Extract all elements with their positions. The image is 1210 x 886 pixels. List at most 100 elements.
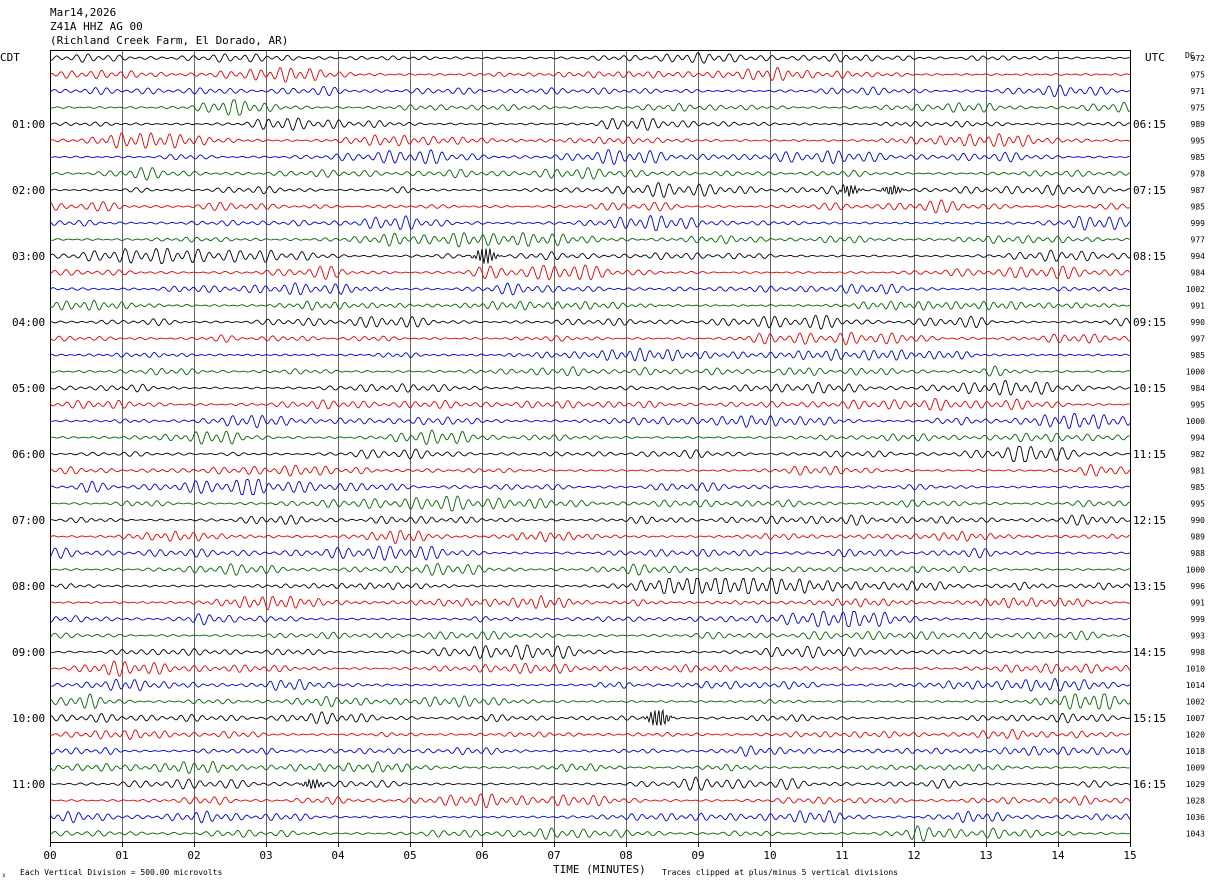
right-hour-labels: 06:15 07:15 08:15 09:15 10:15 11:15 12:15 13:15… xyxy=(1133,118,1166,791)
dc-value: 1000 xyxy=(1186,368,1205,377)
header-station: Z41A HHZ AG 00 xyxy=(50,20,143,33)
x-tick-label: 08 xyxy=(619,849,632,862)
seismic-trace-36 xyxy=(49,644,1131,661)
seismic-trace-22 xyxy=(49,413,1131,430)
left-hour-label: 04:00 xyxy=(12,316,45,329)
seismic-trace-16 xyxy=(49,314,1131,330)
dc-value: 1010 xyxy=(1186,665,1205,674)
dc-value: 990 xyxy=(1191,516,1206,525)
left-hour-label: 09:00 xyxy=(12,646,45,659)
seismic-trace-38 xyxy=(49,677,1131,692)
header-location: (Richland Creek Farm, El Dorado, AR) xyxy=(50,34,289,47)
dc-value: 975 xyxy=(1191,104,1206,113)
dc-value: 978 xyxy=(1191,170,1206,179)
x-tick-label: 00 xyxy=(43,849,56,862)
seismic-trace-17 xyxy=(49,331,1131,346)
dc-value: 1007 xyxy=(1186,714,1205,723)
x-axis: 00 01 02 03 04 05 06 07 08 09 10 11 12 13 14 15 xyxy=(43,842,1137,862)
dc-value: 987 xyxy=(1191,186,1206,195)
dc-value: 998 xyxy=(1191,648,1206,657)
right-hour-label: 11:15 xyxy=(1133,448,1166,461)
seismic-trace-32 xyxy=(49,577,1131,595)
dc-value: 1036 xyxy=(1186,813,1205,822)
x-tick-label: 07 xyxy=(547,849,560,862)
x-tick-label: 06 xyxy=(475,849,488,862)
right-hour-label: 14:15 xyxy=(1133,646,1166,659)
x-axis-title: TIME (MINUTES) xyxy=(553,863,646,876)
left-hour-label: 06:00 xyxy=(12,448,45,461)
seismic-trace-25 xyxy=(49,463,1131,477)
dc-values: 972 975 971 975 989 995 985 978 987 985 999 977 994 9… xyxy=(1186,54,1205,839)
dc-value: 1029 xyxy=(1186,780,1205,789)
seismic-trace-33 xyxy=(49,595,1131,611)
seismic-trace-5 xyxy=(49,132,1131,149)
seismic-trace-40 xyxy=(49,708,1131,726)
seismic-trace-14 xyxy=(49,282,1131,296)
plot-frame xyxy=(50,50,1131,843)
dc-value: 993 xyxy=(1191,632,1206,641)
seismic-trace-9 xyxy=(49,199,1131,214)
x-tick-label: 12 xyxy=(907,849,920,862)
seismic-trace-27 xyxy=(49,495,1131,512)
seismic-trace-13 xyxy=(49,264,1131,281)
left-timezone-label: CDT xyxy=(0,51,20,64)
x-tick-label: 14 xyxy=(1051,849,1065,862)
seismic-trace-1 xyxy=(49,66,1131,83)
seismic-trace-47 xyxy=(49,825,1131,842)
dc-value: 977 xyxy=(1191,236,1206,245)
seismic-trace-19 xyxy=(49,365,1131,377)
corner-mark: ☓ xyxy=(2,872,6,880)
dc-value: 996 xyxy=(1191,582,1206,591)
dc-value: 989 xyxy=(1191,533,1206,542)
dc-value: 971 xyxy=(1191,87,1206,96)
seismic-trace-10 xyxy=(49,215,1131,231)
left-hour-label: 10:00 xyxy=(12,712,45,725)
seismic-trace-28 xyxy=(49,514,1131,526)
dc-value: 995 xyxy=(1191,401,1206,410)
left-hour-label: 01:00 xyxy=(12,118,45,131)
dc-value: 995 xyxy=(1191,500,1206,509)
seismic-trace-30 xyxy=(49,545,1131,561)
left-hour-label: 03:00 xyxy=(12,250,45,263)
header-date: Mar14,2026 xyxy=(50,6,117,19)
left-hour-label: 11:00 xyxy=(12,778,45,791)
dc-value: 988 xyxy=(1191,549,1206,558)
dc-value: 975 xyxy=(1191,71,1206,80)
scale-note: Each Vertical Division = 500.00 microvol… xyxy=(20,868,222,877)
right-hour-label: 08:15 xyxy=(1133,250,1166,263)
x-tick-label: 10 xyxy=(763,849,776,862)
dc-value: 999 xyxy=(1191,219,1206,228)
x-tick-label: 02 xyxy=(187,849,200,862)
seismic-trace-43 xyxy=(49,760,1131,775)
dc-value: 994 xyxy=(1191,252,1206,261)
trace-group xyxy=(49,51,1131,842)
clip-note: Traces clipped at plus/minus 5 vertical … xyxy=(662,868,898,877)
right-hour-label: 16:15 xyxy=(1133,778,1166,791)
seismic-trace-23 xyxy=(49,429,1131,445)
seismic-trace-7 xyxy=(49,166,1131,181)
x-tick-label: 01 xyxy=(115,849,128,862)
right-hour-label: 10:15 xyxy=(1133,382,1166,395)
dc-value: 1020 xyxy=(1186,731,1205,740)
dc-value: 1028 xyxy=(1186,797,1205,806)
seismic-trace-34 xyxy=(49,611,1131,628)
dc-value: 984 xyxy=(1191,269,1206,278)
dc-value: 991 xyxy=(1191,302,1206,311)
seismic-trace-42 xyxy=(49,745,1131,757)
dc-value: 1014 xyxy=(1186,681,1205,690)
seismic-trace-2 xyxy=(49,84,1131,98)
x-tick-label: 11 xyxy=(835,849,848,862)
dc-value: 985 xyxy=(1191,153,1206,162)
seismic-trace-8 xyxy=(49,182,1131,199)
seismic-trace-41 xyxy=(49,728,1131,741)
dc-value: 990 xyxy=(1191,318,1206,327)
dc-header: DC xyxy=(1185,51,1195,60)
right-hour-label: 07:15 xyxy=(1133,184,1166,197)
seismic-trace-4 xyxy=(49,117,1131,131)
dc-value: 999 xyxy=(1191,615,1206,624)
dc-value: 994 xyxy=(1191,434,1206,443)
right-hour-label: 09:15 xyxy=(1133,316,1166,329)
dc-value: 1002 xyxy=(1186,285,1205,294)
seismic-trace-31 xyxy=(49,562,1131,576)
